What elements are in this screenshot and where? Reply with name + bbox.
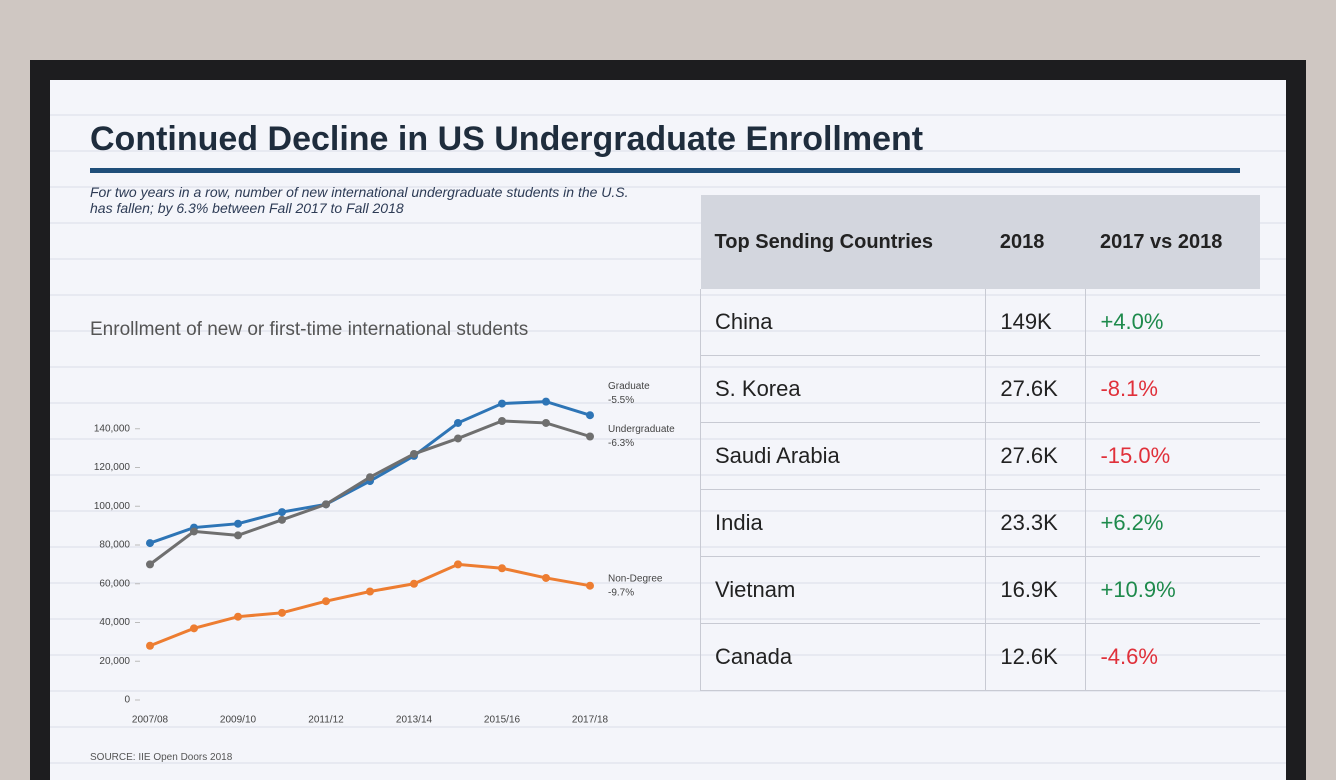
data-point <box>542 418 550 427</box>
country-table: Top Sending Countries 2018 2017 vs 2018 Chi… <box>699 195 1260 691</box>
change-cell: +6.2% <box>1085 489 1260 557</box>
data-point <box>234 531 242 540</box>
table-row: Saudi Arabia 27.6K -15.0% <box>699 422 1260 490</box>
x-tick-label: 2011/12 <box>308 715 344 726</box>
count-cell: 149K <box>985 289 1086 356</box>
data-point <box>146 539 154 548</box>
country-cell: Vietnam <box>699 556 986 624</box>
x-tick-label: 2017/18 <box>572 715 609 726</box>
table-row: S. Korea 27.6K -8.1% <box>699 355 1260 423</box>
count-cell: 27.6K <box>985 355 1086 423</box>
header-cell: Top Sending Countries <box>700 195 986 289</box>
series-change: -6.3% <box>608 438 634 449</box>
slide-subtitle: For two years in a row, number of new in… <box>90 184 629 216</box>
data-point <box>278 515 286 524</box>
header-cell: 2017 vs 2018 <box>1085 195 1260 289</box>
country-cell: India <box>699 489 986 557</box>
data-point <box>498 399 506 408</box>
data-point <box>542 397 550 406</box>
x-tick-label: 2007/08 <box>132 715 169 726</box>
data-point <box>234 519 242 528</box>
slide-title: Continued Decline in US Undergraduate En… <box>90 120 924 158</box>
country-cell: Saudi Arabia <box>699 422 986 490</box>
chart: Enrollment of new or first-time internat… <box>90 319 675 726</box>
series-label: Graduate <box>608 381 650 392</box>
data-point <box>454 434 462 443</box>
country-cell: Canada <box>699 623 986 691</box>
count-cell: 16.9K <box>985 556 1086 624</box>
series-line <box>149 419 591 566</box>
series-label: Non-Degree <box>608 573 663 584</box>
count-cell: 27.6K <box>985 422 1086 490</box>
data-point <box>278 508 286 517</box>
y-tick-label: 60,000 <box>99 578 130 589</box>
country-cell: China <box>699 289 986 356</box>
series-change: -9.7% <box>608 587 634 598</box>
data-point <box>542 573 550 582</box>
x-tick-label: 2009/10 <box>220 715 257 726</box>
data-point <box>454 418 462 427</box>
count-cell: 12.6K <box>985 623 1086 691</box>
slide: Continued Decline in US Undergraduate En… <box>50 80 1286 780</box>
data-point <box>146 560 154 569</box>
change-cell: -15.0% <box>1085 422 1260 490</box>
data-point <box>146 641 154 650</box>
series-line <box>149 562 591 648</box>
y-tick-label: 20,000 <box>99 656 130 667</box>
series-label: Undergraduate <box>608 424 675 435</box>
data-point <box>410 579 418 588</box>
data-point <box>498 564 506 573</box>
table-header: Top Sending Countries 2018 2017 vs 2018 <box>700 195 1260 289</box>
data-point <box>366 473 374 482</box>
title-rule <box>90 168 1240 173</box>
change-cell: +4.0% <box>1085 289 1260 356</box>
data-point <box>322 500 330 509</box>
data-point <box>278 608 286 617</box>
y-tick-label: 0 <box>124 695 130 706</box>
table-row: China 149K +4.0% <box>699 289 1260 356</box>
data-point <box>586 581 594 590</box>
x-tick-label: 2015/16 <box>484 715 521 726</box>
y-tick-label: 40,000 <box>99 617 130 628</box>
y-tick-label: 120,000 <box>94 462 131 473</box>
source-note: SOURCE: IIE Open Doors 2018 <box>90 752 233 763</box>
data-point <box>498 417 506 425</box>
table-row: India 23.3K +6.2% <box>699 489 1260 557</box>
data-point <box>234 612 242 621</box>
y-tick-label: 140,000 <box>94 423 131 434</box>
y-tick-label: 100,000 <box>94 501 131 512</box>
change-cell: -8.1% <box>1085 355 1260 423</box>
change-cell: -4.6% <box>1085 623 1260 691</box>
table-row: Vietnam 16.9K +10.9% <box>699 556 1260 624</box>
x-tick-label: 2013/14 <box>396 715 433 726</box>
country-cell: S. Korea <box>699 355 986 423</box>
data-point <box>190 624 198 633</box>
data-point <box>366 587 374 596</box>
header-cell: 2018 <box>985 195 1086 289</box>
data-point <box>586 411 594 420</box>
count-cell: 23.3K <box>985 489 1086 557</box>
data-point <box>322 597 330 606</box>
data-point <box>586 432 594 441</box>
data-point <box>410 449 418 458</box>
data-point <box>190 527 198 536</box>
y-tick-label: 80,000 <box>99 540 130 551</box>
table-row: Canada 12.6K -4.6% <box>699 623 1260 691</box>
series-change: -5.5% <box>608 395 634 406</box>
chart-title: Enrollment of new or first-time internat… <box>90 319 528 340</box>
data-point <box>454 560 462 569</box>
change-cell: +10.9% <box>1085 556 1260 624</box>
